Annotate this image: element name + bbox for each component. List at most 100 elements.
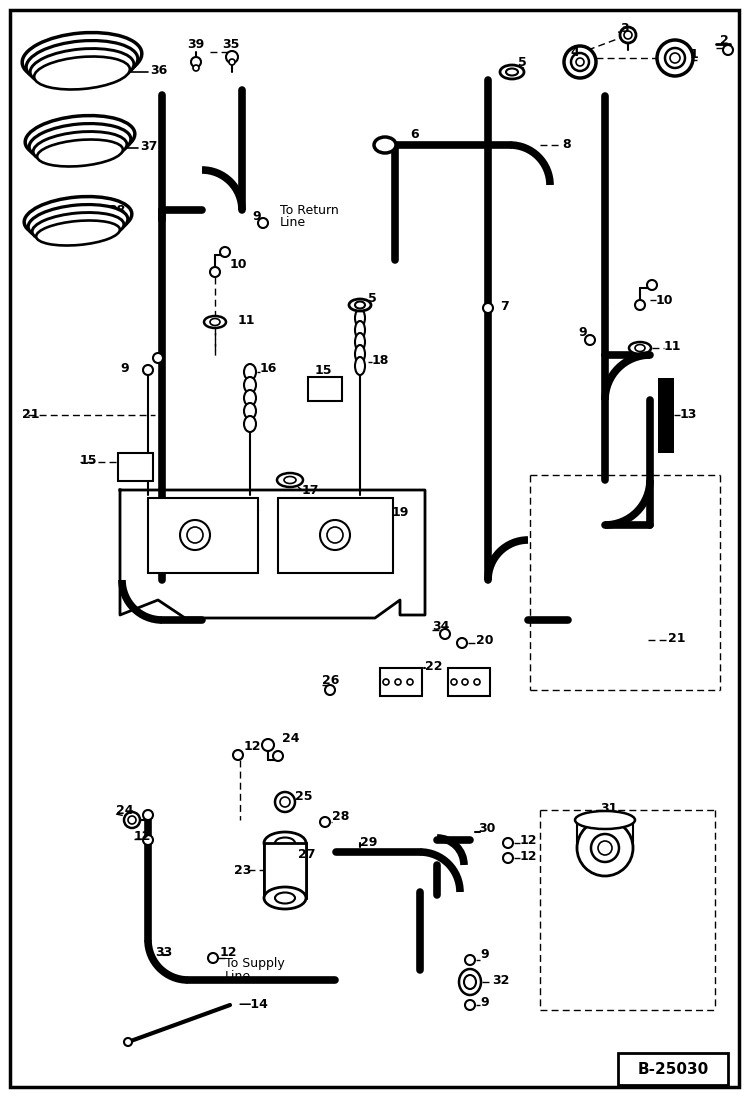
Circle shape — [208, 953, 218, 963]
Circle shape — [571, 53, 589, 71]
Text: 12: 12 — [134, 829, 151, 842]
Ellipse shape — [210, 318, 220, 326]
Ellipse shape — [575, 811, 635, 829]
Text: 11: 11 — [664, 340, 682, 353]
Circle shape — [665, 48, 685, 68]
Text: 37: 37 — [140, 140, 157, 154]
Text: 21: 21 — [668, 632, 685, 645]
Ellipse shape — [32, 213, 124, 244]
Ellipse shape — [25, 115, 135, 160]
Circle shape — [187, 527, 203, 543]
Ellipse shape — [355, 321, 365, 339]
Ellipse shape — [355, 344, 365, 363]
Circle shape — [483, 303, 493, 313]
Ellipse shape — [635, 344, 645, 351]
Circle shape — [143, 810, 153, 819]
Circle shape — [320, 520, 350, 550]
Circle shape — [193, 65, 199, 71]
Circle shape — [262, 739, 274, 751]
Circle shape — [635, 299, 645, 310]
Circle shape — [210, 267, 220, 278]
Ellipse shape — [244, 377, 256, 393]
Text: Line: Line — [225, 970, 251, 983]
Text: 6: 6 — [410, 128, 419, 142]
Text: 19: 19 — [392, 506, 410, 519]
Circle shape — [457, 638, 467, 648]
Circle shape — [474, 679, 480, 685]
Ellipse shape — [33, 132, 127, 165]
Text: 22: 22 — [425, 659, 443, 672]
Circle shape — [647, 280, 657, 290]
Bar — [308, 377, 342, 402]
Circle shape — [327, 527, 343, 543]
Text: 10: 10 — [656, 294, 673, 306]
Circle shape — [320, 817, 330, 827]
Ellipse shape — [355, 309, 365, 327]
Circle shape — [598, 841, 612, 855]
Text: 20: 20 — [476, 634, 494, 647]
Text: 9: 9 — [480, 995, 488, 1008]
Circle shape — [275, 792, 295, 812]
Text: 17: 17 — [302, 484, 320, 497]
Ellipse shape — [24, 196, 132, 239]
Text: 3: 3 — [620, 22, 628, 34]
Ellipse shape — [264, 832, 306, 853]
Circle shape — [624, 31, 632, 39]
Circle shape — [233, 750, 243, 760]
Text: 12: 12 — [220, 946, 237, 959]
Circle shape — [585, 335, 595, 344]
Circle shape — [462, 679, 468, 685]
Circle shape — [280, 798, 290, 807]
Ellipse shape — [355, 357, 365, 375]
Text: To Supply: To Supply — [225, 958, 285, 971]
Circle shape — [191, 57, 201, 67]
Ellipse shape — [30, 48, 134, 88]
Ellipse shape — [34, 57, 130, 90]
Bar — [148, 498, 258, 573]
Text: 5: 5 — [518, 56, 527, 68]
Text: 34: 34 — [432, 620, 449, 633]
Text: 33: 33 — [155, 946, 172, 959]
Text: 18: 18 — [372, 353, 389, 366]
Ellipse shape — [275, 837, 295, 848]
Circle shape — [407, 679, 413, 685]
Circle shape — [220, 247, 230, 257]
Ellipse shape — [277, 473, 303, 487]
Text: 38: 38 — [108, 204, 125, 216]
Circle shape — [153, 353, 163, 363]
Text: 9: 9 — [252, 210, 261, 223]
Circle shape — [576, 58, 584, 66]
Ellipse shape — [37, 139, 123, 167]
Text: 23: 23 — [234, 863, 252, 877]
Text: 16: 16 — [260, 362, 277, 374]
Ellipse shape — [464, 975, 476, 989]
Bar — [448, 668, 490, 695]
Ellipse shape — [349, 299, 371, 312]
Text: 31: 31 — [600, 802, 617, 814]
Ellipse shape — [629, 342, 651, 354]
Text: B-25030: B-25030 — [637, 1063, 709, 1077]
Circle shape — [124, 812, 140, 828]
Ellipse shape — [374, 137, 396, 152]
Circle shape — [440, 629, 450, 638]
Text: 11: 11 — [238, 315, 255, 328]
Ellipse shape — [244, 416, 256, 432]
Text: 35: 35 — [222, 38, 240, 52]
Text: 28: 28 — [332, 811, 349, 824]
Circle shape — [465, 955, 475, 965]
Ellipse shape — [275, 893, 295, 904]
Circle shape — [229, 59, 235, 65]
Bar — [658, 378, 674, 453]
Circle shape — [273, 751, 283, 761]
Ellipse shape — [506, 68, 518, 76]
Text: 10: 10 — [230, 259, 247, 271]
Ellipse shape — [459, 969, 481, 995]
Circle shape — [226, 50, 238, 63]
Ellipse shape — [244, 403, 256, 419]
Bar — [118, 453, 153, 480]
Text: 15: 15 — [80, 453, 97, 466]
Circle shape — [395, 679, 401, 685]
Text: 30: 30 — [478, 822, 495, 835]
Text: 7: 7 — [500, 301, 509, 314]
Text: Line: Line — [280, 215, 306, 228]
